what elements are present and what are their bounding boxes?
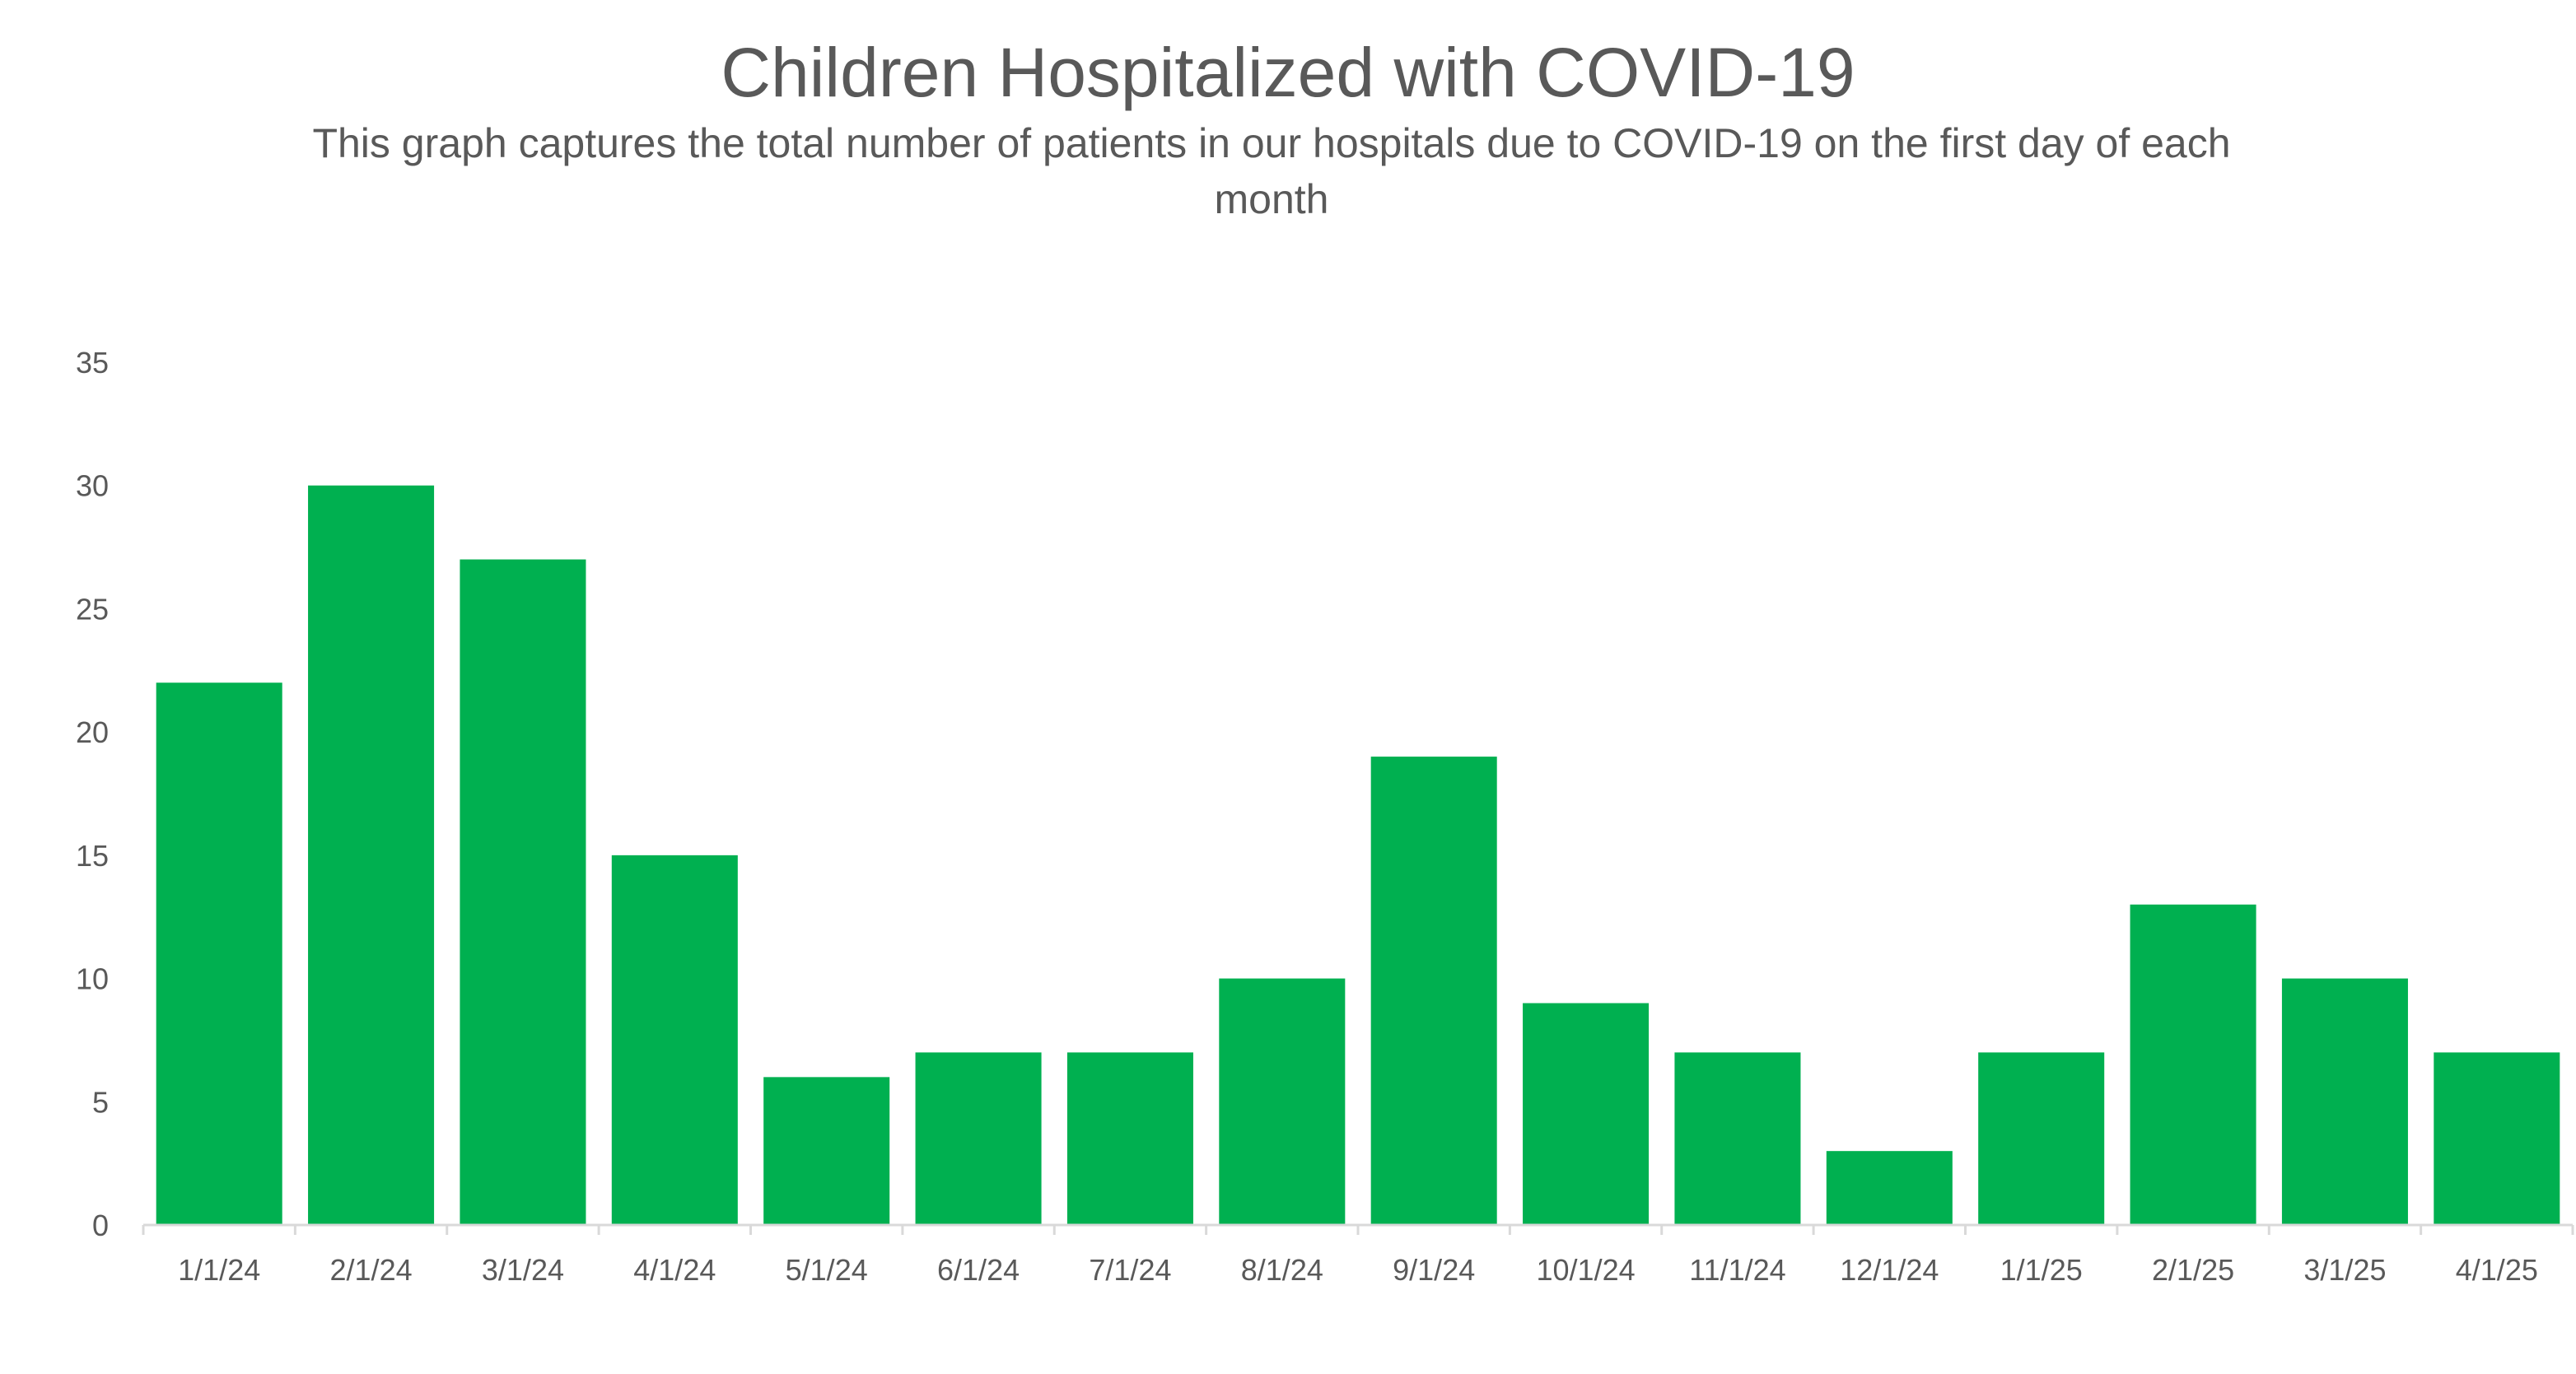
chart-title: Children Hospitalized with COVID-19 [721,34,1855,111]
x-tick-label: 2/1/24 [330,1253,413,1287]
x-tick-label: 1/1/25 [2000,1253,2083,1287]
bar [156,682,282,1225]
x-tick-label: 4/1/25 [2456,1253,2538,1287]
x-tick-label: 3/1/24 [482,1253,564,1287]
bar [1370,757,1497,1225]
x-tick-label: 11/1/24 [1689,1253,1785,1287]
bar [611,855,738,1225]
x-axis [142,1223,2574,1235]
y-tick-label: 10 [76,962,109,996]
bars [156,485,2560,1225]
bar [460,559,586,1225]
y-tick-label: 30 [76,469,109,503]
x-tick-label: 1/1/24 [178,1253,260,1287]
y-tick-label: 35 [76,346,109,380]
x-tick-label: 9/1/24 [1393,1253,1475,1287]
bar [2434,1052,2560,1225]
x-tick-label: 10/1/24 [1537,1253,1636,1287]
y-tick-label: 25 [76,592,109,626]
bar [1066,1052,1193,1225]
bar [1523,1003,1650,1225]
bar [1978,1052,2105,1225]
bar [2130,904,2256,1225]
x-tick-label: 5/1/24 [786,1253,868,1287]
x-tick-label: 8/1/24 [1241,1253,1323,1287]
x-tick-label: 12/1/24 [1840,1253,1939,1287]
y-tick-label: 20 [76,715,109,749]
x-tick-label: 2/1/25 [2152,1253,2234,1287]
bar [308,485,435,1225]
y-tick-label: 0 [92,1209,109,1242]
y-tick-label: 5 [92,1085,109,1119]
x-tick-label: 7/1/24 [1089,1253,1171,1287]
x-tick-label: 3/1/25 [2303,1253,2386,1287]
bar [915,1052,1042,1225]
y-tick-label: 15 [76,839,109,873]
bar [2281,978,2408,1225]
x-tick-label: 6/1/24 [937,1253,1020,1287]
bar [1674,1052,1801,1225]
y-axis-tick-labels: 0 5 10 15 20 25 30 35 [76,346,109,1242]
x-axis-tick-labels: 1/1/24 2/1/24 3/1/24 4/1/24 5/1/24 6/1/24 7/1/… [178,1253,2538,1287]
bar [1219,978,1346,1225]
bar [763,1077,890,1225]
bar [1826,1151,1953,1225]
chart-subtitle: This graph captures the total number of … [312,120,2231,222]
x-tick-label: 4/1/24 [633,1253,716,1287]
